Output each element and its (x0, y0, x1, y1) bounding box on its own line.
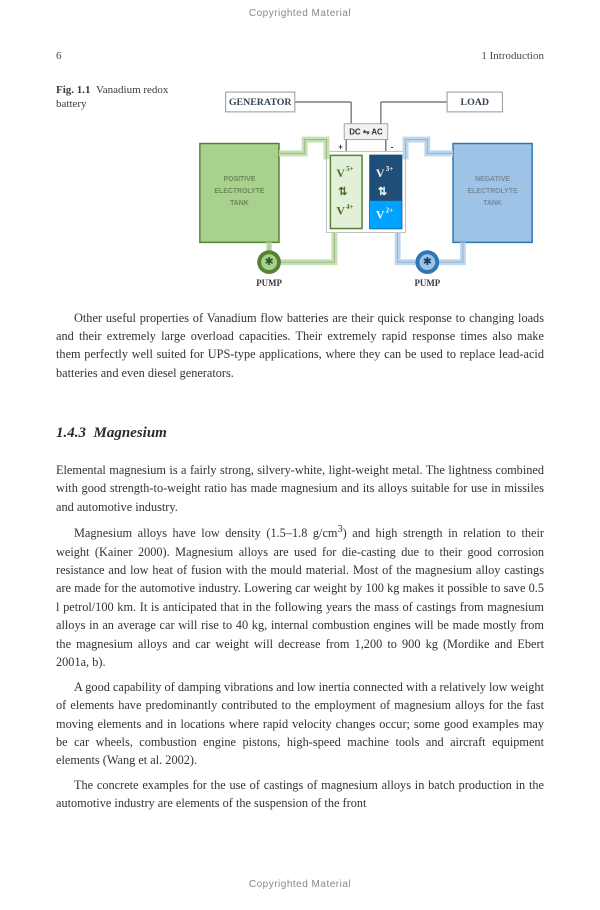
paragraph-1: Other useful properties of Vanadium flow… (56, 309, 544, 383)
p3b: ) and high strength in relation to their… (56, 526, 544, 669)
paragraph-3: Magnesium alloys have low density (1.5–1… (56, 522, 544, 672)
p3a: Magnesium alloys have low density (1.5–1… (74, 526, 337, 540)
neg-tank-l1: NEGATIVE (475, 176, 510, 183)
vanadium-diagram: GENERATOR LOAD DC ⇋ AC + - V 5+ ⇅ V (188, 83, 544, 293)
v4-label: V (336, 203, 345, 217)
pump-blue-label: PUMP (414, 277, 440, 287)
section-title: Magnesium (94, 425, 167, 441)
updown-left: ⇅ (338, 185, 347, 197)
neg-tank-l3: TANK (483, 199, 502, 206)
pos-tank-l1: POSITIVE (223, 176, 255, 183)
page-content: 6 1 Introduction Fig. 1.1 Vanadium redox… (0, 0, 600, 859)
pump-green-star: ✱ (265, 256, 274, 268)
pipe-green-top (279, 139, 326, 159)
v3-label: V (376, 166, 385, 180)
v2-sup: 2+ (386, 207, 393, 214)
page-number: 6 (56, 48, 62, 65)
updown-right: ⇅ (378, 185, 387, 197)
figure-block: Fig. 1.1 Vanadium redox battery GENERATO… (56, 83, 544, 293)
v5-sup: 5+ (346, 166, 353, 173)
paragraph-2: Elemental magnesium is a fairly strong, … (56, 461, 544, 516)
minus-sign: - (391, 142, 394, 151)
pump-blue-star: ✱ (423, 256, 432, 268)
chapter-label: 1 Introduction (481, 48, 544, 65)
v5-label: V (336, 166, 345, 180)
pump-green-label: PUMP (256, 277, 282, 287)
neg-tank-l2: ELECTROLYTE (468, 187, 518, 194)
watermark-top: Copyrighted Material (0, 8, 600, 19)
v3-sup: 3+ (386, 166, 393, 173)
load-label: LOAD (461, 96, 490, 107)
section-heading: 1.4.3 Magnesium (56, 422, 544, 445)
pipe-blue-top (406, 139, 453, 159)
section-num: 1.4.3 (56, 425, 86, 441)
plus-sign: + (338, 142, 343, 151)
figure-caption: Fig. 1.1 Vanadium redox battery (56, 83, 176, 293)
paragraph-4: A good capability of damping vibrations … (56, 678, 544, 770)
v2-label: V (376, 207, 385, 221)
generator-label: GENERATOR (229, 96, 293, 107)
running-header: 6 1 Introduction (56, 48, 544, 65)
dcac-label: DC ⇋ AC (349, 127, 383, 136)
watermark-bottom: Copyrighted Material (0, 879, 600, 890)
fig-label: Fig. 1.1 (56, 84, 91, 96)
paragraph-5: The concrete examples for the use of cas… (56, 776, 544, 813)
pos-tank-l3: TANK (230, 199, 249, 206)
pos-tank-l2: ELECTROLYTE (214, 187, 264, 194)
v4-sup: 4+ (346, 203, 353, 210)
